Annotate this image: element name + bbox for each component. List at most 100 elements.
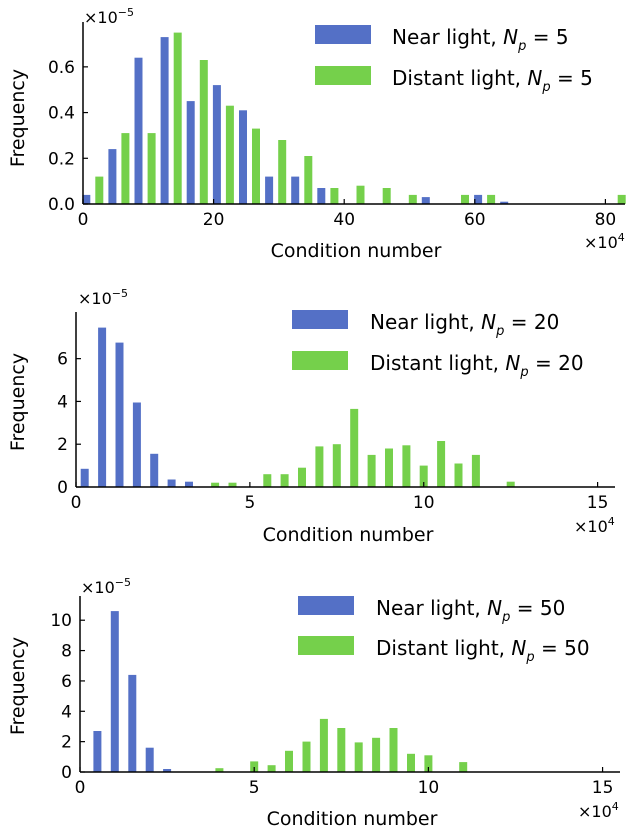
y-multiplier-3: ×10−5	[81, 576, 131, 597]
y-axis-label-1: Frequency	[7, 69, 29, 167]
legend-swatch-distant-2	[292, 351, 348, 370]
x-axis-label-1: Condition number	[271, 240, 442, 262]
bar-distant-1	[617, 194, 626, 204]
bar-near-1	[317, 188, 326, 204]
bar-near-2	[150, 453, 159, 487]
bar-distant-2	[437, 441, 446, 487]
legend-swatch-distant-3	[298, 636, 354, 655]
bar-distant-2	[211, 482, 220, 487]
bar-distant-1	[330, 188, 339, 204]
bar-near-1	[212, 85, 221, 204]
x-tick-label: 80	[595, 210, 617, 230]
bar-near-2	[167, 479, 176, 487]
x-tick-label: 20	[203, 210, 225, 230]
y-tick-label: 6	[57, 350, 68, 370]
bar-near-3	[128, 674, 137, 772]
bar-distant-2	[454, 463, 463, 487]
y-tick-label: 4	[61, 702, 72, 722]
legend-2: Near light, Np = 20 Distant light, Np = …	[292, 310, 584, 380]
x-multiplier-3: ×104	[578, 800, 619, 821]
bar-distant-3	[215, 768, 224, 772]
y-tick-label: 0.4	[48, 104, 75, 124]
bar-distant-3	[302, 741, 311, 772]
panel-3: 0 5 10 15 0 2 4 6 8 10 ×10−5 Frequency Condition …	[7, 576, 620, 830]
y-multiplier-2: ×10−5	[78, 287, 128, 308]
y-axis-label-2: Frequency	[7, 353, 29, 451]
bar-near-1	[134, 57, 143, 205]
bar-distant-1	[487, 194, 496, 204]
bar-distant-3	[319, 718, 328, 772]
bar-distant-2	[280, 474, 289, 487]
x-tick-label: 40	[333, 210, 355, 230]
y-tick-label: 10	[50, 611, 72, 631]
bar-distant-1	[356, 185, 365, 204]
x-multiplier-1: ×104	[584, 231, 625, 252]
y-multiplier-1: ×10−5	[84, 6, 134, 27]
bar-distant-2	[350, 408, 359, 487]
y-tick-label: 6	[61, 672, 72, 692]
legend-swatch-near-3	[298, 596, 354, 615]
panel-1: 0 20 40 60 80 0.0 0.2 0.4 0.6 ×10−5 Frequency Co…	[7, 6, 626, 262]
panel-2: 0 5 10 15 0 2 4 6 ×10−5 Frequency Condition num…	[7, 287, 615, 546]
bar-distant-2	[385, 448, 393, 487]
legend-3: Near light, Np = 50 Distant light, Np = …	[298, 596, 590, 665]
plot-area-1: 0 20 40 60 80 0.0 0.2 0.4 0.6	[48, 22, 626, 230]
legend-label-distant-1: Distant light, Np = 5	[392, 66, 593, 95]
bar-distant-2	[419, 465, 428, 487]
bar-near-1	[474, 194, 483, 204]
y-tick-label: 2	[57, 435, 68, 455]
bar-distant-3	[424, 755, 433, 772]
bar-distant-2	[228, 482, 237, 487]
bar-distant-3	[285, 750, 293, 773]
bar-distant-1	[173, 32, 182, 204]
x-multiplier-2: ×104	[574, 515, 615, 536]
y-axis-label-3: Frequency	[7, 637, 29, 735]
legend-swatch-near-1	[315, 25, 371, 44]
bar-distant-1	[95, 176, 104, 204]
bar-near-2	[115, 342, 124, 487]
bar-distant-3	[354, 742, 363, 772]
bar-near-3	[93, 731, 102, 772]
bar-distant-1	[252, 128, 260, 204]
legend-label-distant-2: Distant light, Np = 20	[370, 351, 584, 380]
bar-near-2	[80, 468, 89, 487]
bar-distant-2	[471, 454, 480, 487]
x-tick-label: 10	[413, 493, 435, 513]
bar-distant-1	[408, 194, 417, 204]
x-tick-label: 5	[244, 493, 255, 513]
x-tick-label: 0	[78, 210, 89, 230]
bar-distant-3	[372, 737, 381, 772]
legend-swatch-distant-1	[315, 66, 371, 85]
plot-area-2: 0 5 10 15 0 2 4 6	[57, 312, 615, 513]
bar-near-1	[186, 101, 195, 204]
bar-near-3	[110, 611, 119, 772]
bar-near-2	[185, 481, 193, 487]
bar-distant-2	[298, 467, 306, 487]
y-tick-label: 2	[61, 733, 72, 753]
bar-distant-1	[147, 133, 156, 204]
legend-label-near-1: Near light, Np = 5	[392, 25, 569, 54]
bar-near-1	[265, 176, 274, 204]
bar-near-1	[291, 176, 300, 204]
legend-swatch-near-2	[292, 310, 348, 329]
x-axis-label-2: Condition number	[263, 524, 434, 546]
bar-near-1	[160, 37, 169, 204]
bar-near-1	[82, 194, 91, 204]
bar-near-2	[132, 402, 141, 487]
bar-near-1	[108, 149, 117, 204]
x-axis-label-3: Condition number	[267, 808, 438, 830]
plot-area-3: 0 5 10 15 0 2 4 6 8 10	[50, 596, 620, 798]
legend-label-near-2: Near light, Np = 20	[370, 310, 559, 339]
legend-label-near-3: Near light, Np = 50	[376, 596, 565, 625]
y-tick-label: 0	[57, 478, 68, 498]
x-tick-label: 0	[71, 493, 82, 513]
y-tick-label: 0.6	[48, 58, 75, 78]
x-tick-label: 15	[592, 778, 614, 798]
x-tick-label: 15	[587, 493, 609, 513]
bar-distant-1	[304, 156, 313, 204]
bar-near-3	[163, 769, 172, 772]
y-tick-label: 0.2	[48, 149, 75, 169]
bar-distant-3	[337, 728, 346, 772]
bar-distant-3	[389, 728, 398, 772]
